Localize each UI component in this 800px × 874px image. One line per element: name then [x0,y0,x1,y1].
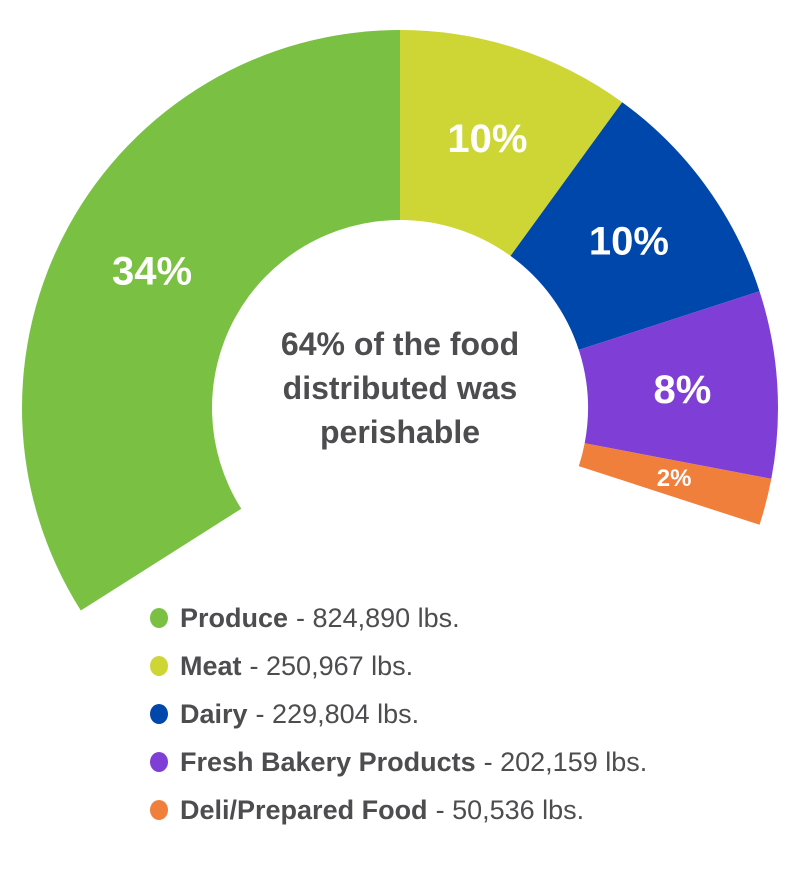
legend-value: 229,804 lbs. [272,698,420,729]
legend-item-deli: Deli/Prepared Food - 50,536 lbs. [150,786,647,834]
legend-item-meat: Meat - 250,967 lbs. [150,642,647,690]
legend-name: Fresh Bakery Products [180,746,476,777]
slice-label: 10% [589,220,669,264]
legend-item-dairy: Dairy - 229,804 lbs. [150,690,647,738]
slice-label: 8% [654,368,712,412]
slice-label: 10% [447,117,527,161]
legend-item-produce: Produce - 824,890 lbs. [150,594,647,642]
center-label-line: distributed was [282,370,518,406]
slice-dairy [510,102,760,350]
slice-deli-prepared-food [578,443,772,525]
legend-dot-icon [150,608,168,628]
legend-value: 824,890 lbs. [312,602,460,633]
slice-label: 2% [657,465,692,492]
slice-produce [22,30,401,611]
legend-name: Produce [180,602,289,633]
legend-item-bakery: Fresh Bakery Products - 202,159 lbs. [150,738,647,786]
center-label-line: perishable [319,414,481,450]
legend-dot-icon [150,656,168,676]
legend-dot-icon [150,752,168,772]
legend: Produce - 824,890 lbs. Meat - 250,967 lb… [150,594,647,834]
slice-meat [400,30,623,256]
legend-value: 202,159 lbs. [500,746,648,777]
legend-dot-icon [150,800,168,820]
slice-label: 34% [112,250,192,294]
slice-fresh-bakery-products [578,291,779,479]
legend-value: 250,967 lbs. [266,650,414,681]
center-label-line: 64% of the food [280,326,520,362]
legend-name: Deli/Prepared Food [180,794,428,825]
legend-name: Dairy [180,698,248,729]
legend-name: Meat [180,650,242,681]
legend-dot-icon [150,704,168,724]
legend-value: 50,536 lbs. [452,794,585,825]
center-label: 64% of the food distributed was perishab… [230,322,570,454]
